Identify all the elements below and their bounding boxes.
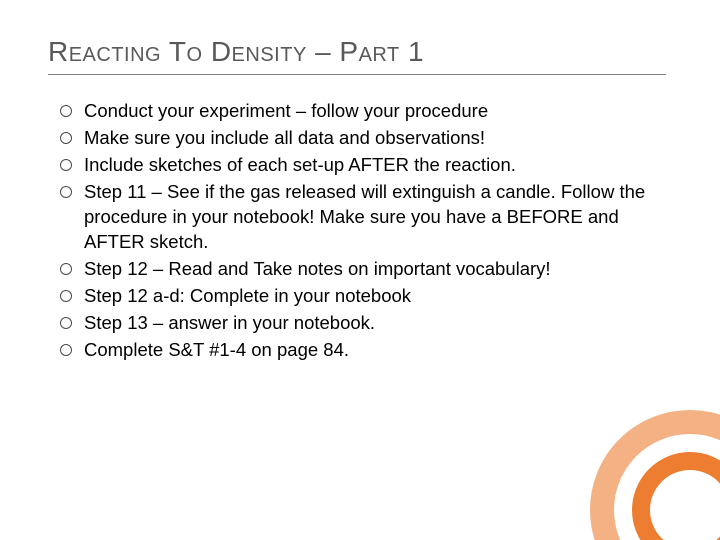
- list-item: Step 13 – answer in your notebook.: [56, 311, 666, 336]
- list-item: Step 12 a-d: Complete in your notebook: [56, 284, 666, 309]
- list-item: Make sure you include all data and obser…: [56, 126, 666, 151]
- list-item: Complete S&T #1-4 on page 84.: [56, 338, 666, 363]
- list-item: Step 12 – Read and Take notes on importa…: [56, 257, 666, 282]
- slide-title: Reacting To Density – Part 1: [48, 36, 666, 75]
- list-item: Step 11 – See if the gas released will e…: [56, 180, 666, 255]
- list-item: Conduct your experiment – follow your pr…: [56, 99, 666, 124]
- bullet-list: Conduct your experiment – follow your pr…: [48, 99, 666, 363]
- slide: Reacting To Density – Part 1 Conduct you…: [0, 0, 720, 540]
- list-item: Include sketches of each set-up AFTER th…: [56, 153, 666, 178]
